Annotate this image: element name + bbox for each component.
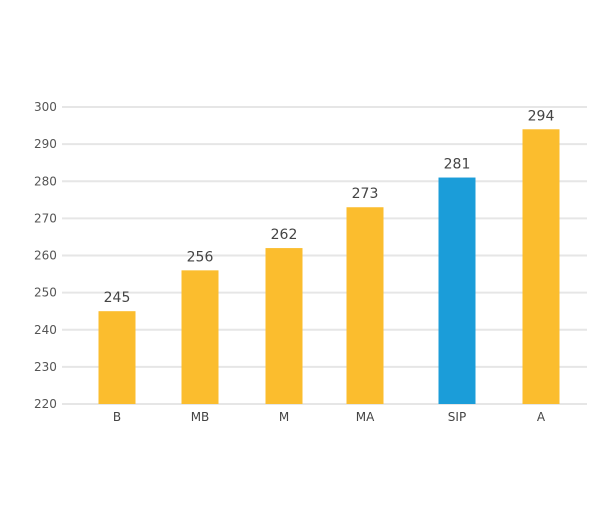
bar-sip	[439, 178, 476, 404]
data-label: 273	[352, 186, 379, 202]
data-label: 294	[528, 108, 555, 124]
y-tick-label: 290	[34, 137, 57, 151]
data-label: 245	[104, 290, 131, 306]
y-tick-label: 250	[34, 286, 57, 300]
bars	[99, 129, 560, 404]
y-tick-label: 220	[34, 397, 57, 411]
bar-b	[99, 311, 136, 404]
x-axis-category-labels: B MB M MA SIP A	[113, 410, 546, 424]
x-category-label: A	[537, 410, 546, 424]
data-label: 256	[187, 249, 214, 265]
gridlines	[62, 107, 587, 404]
y-tick-label: 280	[34, 174, 57, 188]
y-tick-label: 300	[34, 100, 57, 114]
x-category-label: SIP	[448, 410, 466, 424]
bar-m	[266, 248, 303, 404]
y-axis-tick-labels: 220 230 240 250 260 270 280 290 300	[34, 100, 57, 411]
bar-ma	[347, 207, 384, 404]
x-category-label: MB	[191, 410, 210, 424]
data-labels: 245 256 262 273 281 294	[104, 108, 555, 306]
x-category-label: MA	[356, 410, 375, 424]
y-tick-label: 270	[34, 211, 57, 225]
x-category-label: M	[279, 410, 289, 424]
y-tick-label: 260	[34, 249, 57, 263]
y-tick-label: 240	[34, 323, 57, 337]
data-label: 262	[271, 227, 298, 243]
bar-mb	[182, 270, 219, 404]
data-label: 281	[444, 157, 471, 173]
bar-a	[523, 129, 560, 404]
y-tick-label: 230	[34, 360, 57, 374]
x-category-label: B	[113, 410, 121, 424]
